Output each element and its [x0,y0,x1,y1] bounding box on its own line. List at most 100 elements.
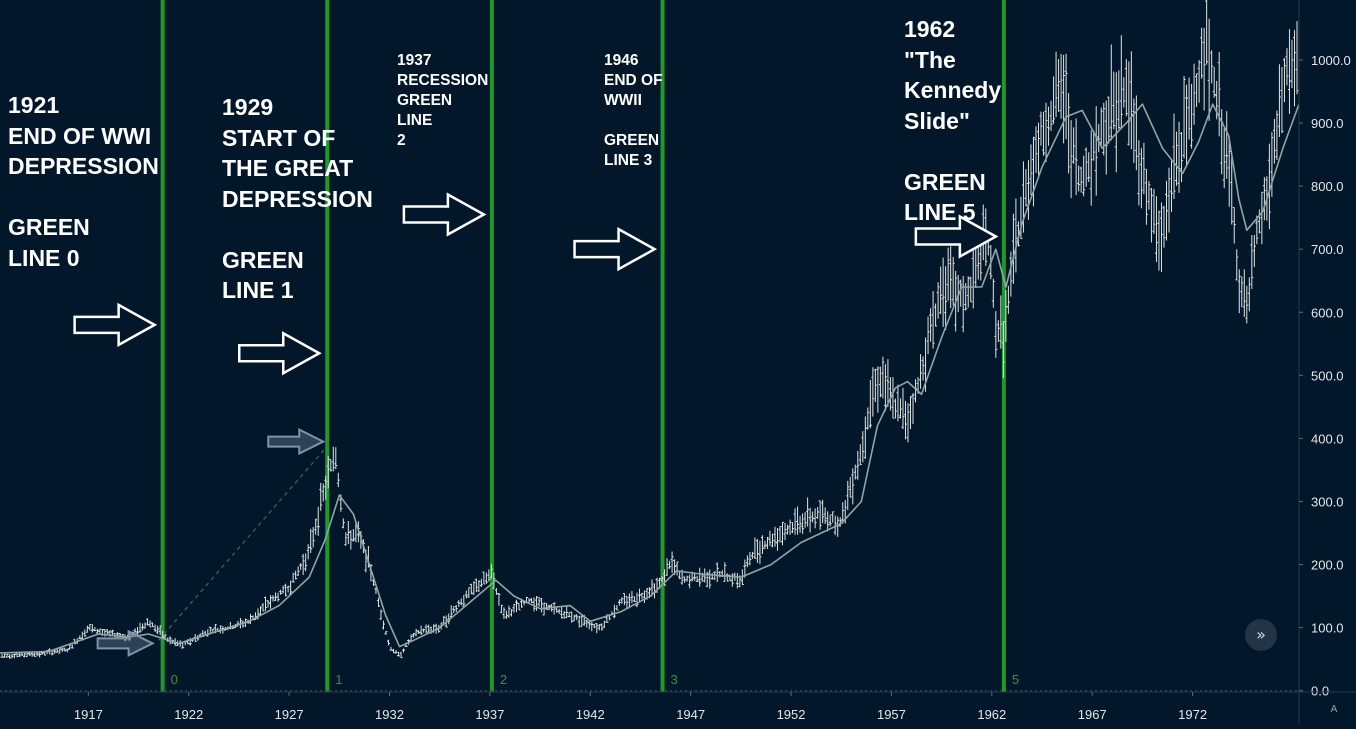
price-axis-background [1299,0,1356,724]
price-bar [279,589,283,595]
price-bar [509,609,513,617]
price-bar [1137,140,1141,206]
price-bar [994,311,998,358]
price-bar [637,588,641,603]
price-bar [1252,235,1256,267]
price-bar [1127,61,1131,146]
price-bar [241,620,245,628]
price-bar [708,569,712,589]
price-bar [851,468,855,505]
price-bar [304,553,308,572]
annotation-green-line-1: 1929 START OF THE GREAT DEPRESSION GREEN… [222,94,373,303]
price-bar [1142,142,1146,195]
price-bar [813,508,817,529]
price-bar [1187,77,1191,140]
price-bar [379,609,383,621]
price-bar [873,368,877,403]
price-bar [60,647,64,652]
x-tick-label: 1927 [275,707,304,722]
price-bar [50,650,54,656]
price-bar [642,590,646,604]
price-bar [1031,136,1035,207]
price-bar [389,646,393,651]
price-bar [326,456,330,489]
price-bar [552,602,556,615]
price-bar [281,585,285,594]
price-bar [620,597,624,604]
price-bar [1162,205,1166,248]
price-bar [999,295,1003,349]
scroll-to-latest-button[interactable]: » [1245,619,1277,651]
price-bar [888,377,892,411]
price-bar [133,628,137,634]
green-line-label-5: 5 [1012,672,1019,687]
price-bar [321,483,325,502]
price-bar [484,572,488,584]
price-bar [838,517,842,527]
price-bar [901,387,905,430]
price-bar [489,563,493,579]
price-bar [991,278,995,308]
price-bar [53,650,57,654]
price-bar [449,605,453,618]
price-bar [856,450,860,480]
price-bar [8,654,12,659]
price-bar [828,514,832,527]
price-bar [18,653,22,657]
price-bar [735,573,739,589]
green-line-label-1: 1 [335,672,342,687]
price-bar [88,624,92,631]
price-bar [861,431,865,463]
price-bar [156,625,160,635]
price-bar [831,511,835,523]
price-bar [424,624,428,634]
price-bar [833,515,837,536]
price-bar [381,620,385,630]
price-bar [487,569,491,582]
price-bar [1014,198,1018,273]
price-bar [806,497,810,527]
price-bar [906,403,910,443]
price-bar [25,652,29,658]
price-bar [748,551,752,566]
price-bar [1217,51,1221,137]
price-bar [670,551,674,573]
price-bar [371,578,375,586]
price-bar [65,648,69,653]
x-tick-label: 1942 [576,707,605,722]
y-tick-label: 800.0 [1311,179,1344,194]
price-bar [567,611,571,618]
white-arrow-2 [402,192,487,237]
price-bar [615,604,619,611]
price-bar [1237,269,1241,314]
price-bar [294,570,298,580]
price-bar [1139,148,1143,209]
price-bar [617,599,621,606]
y-tick-label: 100.0 [1311,621,1344,636]
price-bar [1072,127,1076,164]
white-arrow-1 [238,331,322,376]
x-tick-label: 1932 [375,707,404,722]
price-bar [768,530,772,546]
auto-scale-button[interactable]: A [1330,704,1338,715]
price-bar [891,377,895,419]
price-bar [1097,124,1101,153]
price-bar [763,540,767,550]
price-bar [376,597,380,607]
price-bar [58,648,62,654]
price-bar [826,511,830,532]
price-bar [602,620,606,629]
price-bar [1185,84,1189,167]
x-tick-label: 1952 [777,707,806,722]
price-bar [10,653,14,659]
price-bar [497,592,501,606]
price-bar [893,398,897,419]
price-bar [1154,196,1158,263]
price-bar [1119,35,1123,128]
price-bar [745,555,749,568]
price-bar [949,246,953,309]
price-bar [1190,83,1194,149]
